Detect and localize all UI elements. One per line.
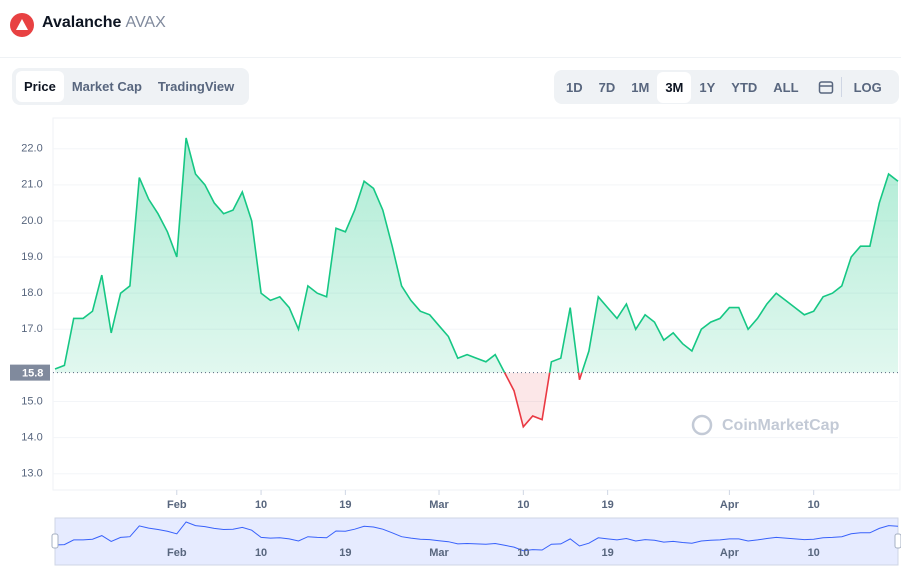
calendar-icon [818, 81, 833, 94]
x-tick-label: 19 [602, 499, 614, 511]
range-button[interactable]: ALL [773, 79, 799, 95]
x-tick-label: 19 [339, 499, 351, 511]
plot-frame [52, 117, 901, 491]
navigator-tick-label: Feb [167, 547, 187, 559]
navigator-tick-label: 10 [808, 547, 820, 559]
price-line-below [503, 372, 583, 429]
navigator-tick-label: 19 [339, 547, 351, 559]
log-button[interactable]: LOG [853, 79, 882, 95]
navigator-handle [894, 533, 901, 549]
navigator [54, 517, 899, 566]
price-line [54, 137, 899, 373]
y-tick-label: 22.0 [21, 143, 42, 155]
coin-name-text: Avalanche [42, 14, 122, 31]
coin-name: Avalanche AVAX [42, 14, 166, 32]
price-area [55, 137, 898, 373]
x-tick-label: Mar [429, 499, 449, 511]
navigator-line [54, 521, 899, 552]
y-tick-label: 20.0 [21, 215, 42, 227]
y-tick-label: 15.0 [21, 395, 42, 407]
tab[interactable]: Market Cap [71, 79, 142, 94]
range-button[interactable]: 7D [598, 79, 616, 95]
divider [0, 57, 901, 58]
range-button[interactable]: 1M [631, 79, 650, 95]
range-button[interactable]: 1Y [699, 79, 716, 95]
navigator-tick-label: 10 [255, 547, 267, 559]
range-button[interactable]: YTD [731, 79, 758, 95]
range-group: 1D 7D 1M 3M 1Y YTD ALL LOG [554, 70, 899, 104]
y-tick-label: 21.0 [21, 179, 42, 191]
x-tick-label: 10 [517, 499, 529, 511]
navigator-tick-label: Apr [720, 547, 740, 559]
navigator-tick-label: 19 [602, 547, 614, 559]
x-tick-label: 10 [255, 499, 267, 511]
x-tick-label: 10 [808, 499, 820, 511]
y-tick-label: 14.0 [21, 432, 42, 444]
navigator-handle [51, 533, 59, 549]
y-tick-label: 13.0 [21, 468, 42, 480]
watermark: CoinMarketCap [722, 417, 840, 434]
y-tick-label: 19.0 [21, 251, 42, 263]
coin-symbol: AVAX [125, 14, 166, 31]
tab[interactable]: TradingView [157, 79, 235, 94]
x-tick-label: Apr [720, 499, 740, 511]
coin-icon-glyph [16, 19, 28, 30]
x-tick-label: Feb [167, 499, 187, 511]
reference-label-box [10, 364, 50, 381]
navigator-tick-label: 10 [517, 547, 529, 559]
reference-label: 15.8 [22, 368, 43, 380]
range-button[interactable]: 3M [657, 71, 692, 103]
y-tick-label: 17.0 [21, 323, 42, 335]
watermark-icon [691, 414, 713, 436]
coin-icon [10, 13, 34, 37]
price-area-below [504, 372, 582, 427]
calendar-button[interactable] [811, 77, 842, 97]
tab-group: Price Market Cap TradingView [12, 68, 249, 105]
navigator-tick-label: Mar [429, 547, 449, 559]
range-button[interactable]: 1D [566, 79, 583, 95]
tab[interactable]: Price [16, 71, 64, 102]
y-tick-label: 18.0 [21, 287, 42, 299]
